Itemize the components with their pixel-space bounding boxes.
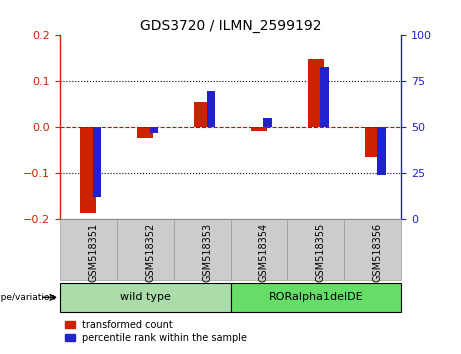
Bar [263, 118, 272, 127]
Bar [320, 67, 329, 127]
Text: GSM518352: GSM518352 [145, 222, 155, 282]
Bar [137, 127, 153, 138]
Bar [251, 127, 267, 131]
Bar [194, 102, 210, 127]
Text: RORalpha1delDE: RORalpha1delDE [268, 292, 363, 302]
Bar [308, 59, 324, 127]
Bar [117, 219, 174, 280]
Bar [344, 219, 401, 280]
Legend: transformed count, percentile rank within the sample: transformed count, percentile rank withi… [65, 320, 247, 343]
Text: GSM518351: GSM518351 [89, 222, 98, 282]
Bar [80, 127, 96, 212]
Bar [150, 127, 158, 133]
Text: GSM518354: GSM518354 [259, 222, 269, 282]
Bar [365, 127, 381, 157]
Bar [93, 127, 101, 198]
Text: genotype/variation: genotype/variation [0, 293, 55, 302]
Bar [230, 219, 287, 280]
Bar [287, 219, 344, 280]
Bar [207, 91, 215, 127]
Title: GDS3720 / ILMN_2599192: GDS3720 / ILMN_2599192 [140, 19, 321, 33]
Bar [174, 219, 230, 280]
Bar [230, 283, 401, 312]
Text: wild type: wild type [120, 292, 171, 302]
Bar [60, 219, 117, 280]
Bar [60, 283, 230, 312]
Text: GSM518353: GSM518353 [202, 222, 212, 282]
Text: GSM518355: GSM518355 [316, 222, 326, 282]
Text: GSM518356: GSM518356 [372, 222, 383, 282]
Bar [377, 127, 386, 175]
